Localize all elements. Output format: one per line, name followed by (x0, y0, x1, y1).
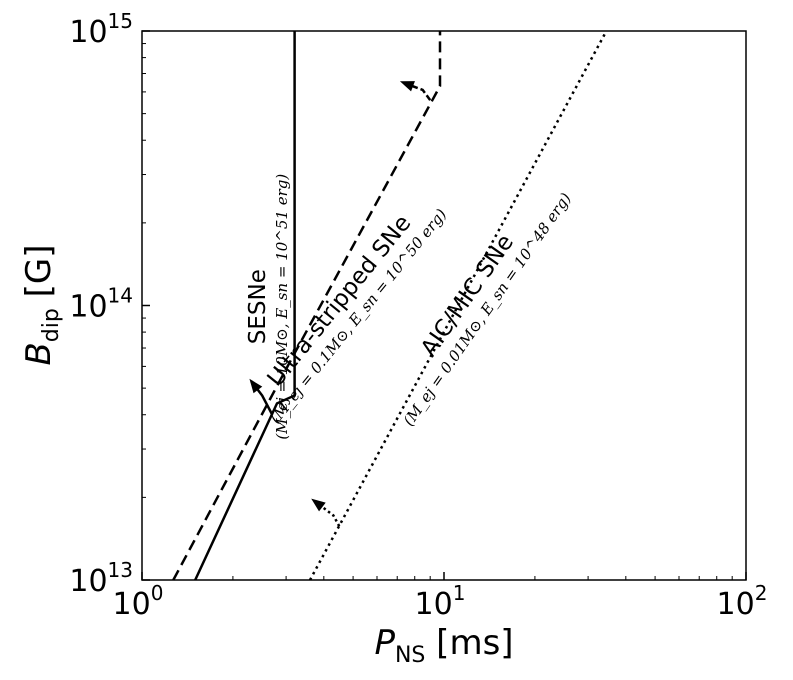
annotation-title-sesne: SESNe (245, 269, 271, 344)
series-line-sesne (194, 31, 296, 581)
x-tick-label: 102 (717, 581, 768, 622)
y-axis-label: Bdip [G] (19, 244, 64, 365)
x-tick-label: 101 (415, 581, 466, 622)
tick-layer: 100 101 102 1013 1014 1015 (69, 9, 767, 622)
arrow-sesne (249, 378, 274, 416)
series-layer (172, 30, 608, 581)
plot-area (141, 30, 747, 581)
arrow-ultra-stripped-sne (399, 81, 432, 101)
x-tick-label: 100 (113, 581, 164, 622)
annotation-params-sesne: (M_ej = 10M⊙, E_sn = 10^51 erg) (273, 174, 291, 440)
annotation-sesne: SESNe (M_ej = 10M⊙, E_sn = 10^51 erg) (245, 174, 291, 440)
arrow-aic-mic-sne (311, 498, 341, 527)
arrow-head-sesne (249, 378, 263, 394)
x-axis-label: PNS [ms] (374, 623, 513, 668)
arrow-head-ultra-stripped-sne (399, 81, 415, 92)
arrow-shaft-ultra-stripped-sne (402, 81, 432, 101)
arrow-head-aic-mic-sne (311, 498, 326, 512)
y-tick-label: 1013 (69, 558, 133, 599)
y-tick-label: 1014 (69, 284, 133, 325)
series-line-ultra-stripped-sne (172, 31, 442, 581)
y-tick-label: 1015 (69, 9, 133, 50)
